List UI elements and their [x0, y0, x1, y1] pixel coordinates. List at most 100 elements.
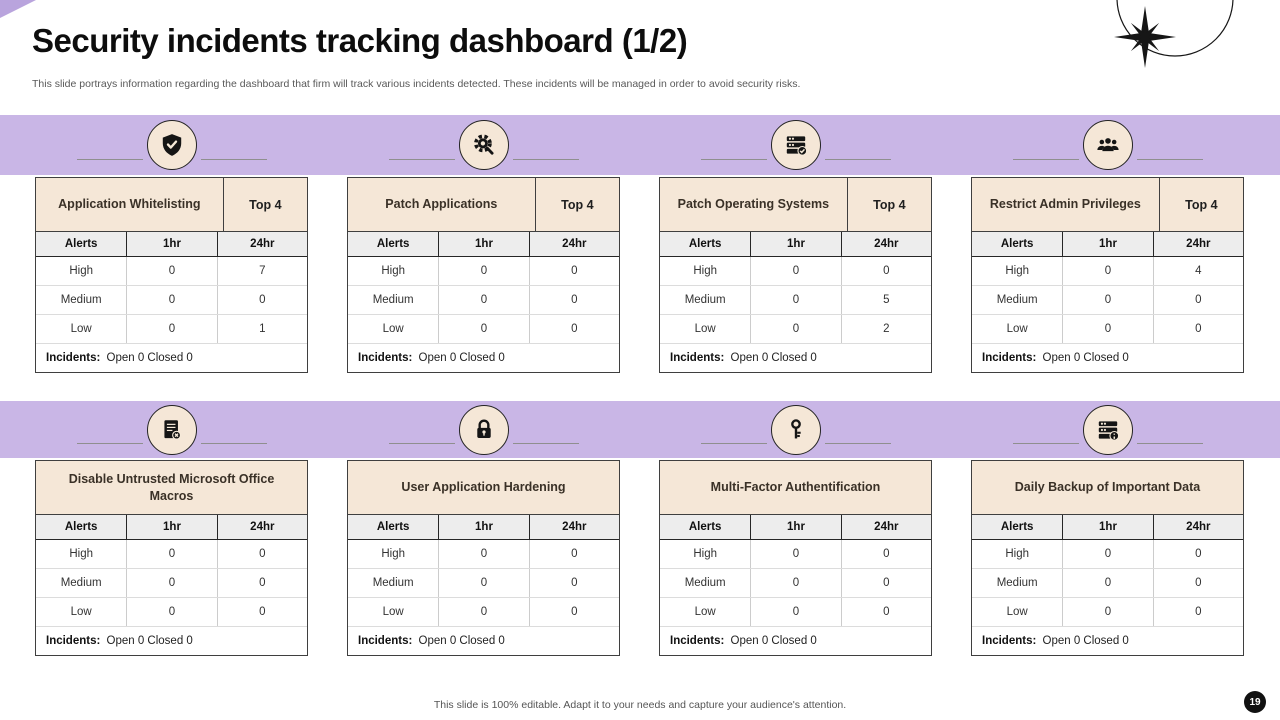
table-row: Medium 0 0 — [348, 569, 619, 598]
column-header-row: Alerts 1hr 24hr — [972, 232, 1243, 257]
table-cell: 0 — [216, 598, 307, 626]
table-row: Low 0 0 — [660, 598, 931, 627]
column-header: Alerts — [376, 238, 410, 250]
decorative-line — [200, 158, 267, 160]
footer-note: This slide is 100% editable. Adapt it to… — [433, 699, 847, 711]
incidents-value: Open 0 Closed 0 — [103, 635, 193, 647]
server-check-icon — [770, 120, 821, 170]
table-cell: 0 — [1062, 315, 1152, 343]
icon-cell — [659, 401, 932, 458]
table-cell: Medium — [996, 294, 1038, 306]
card-header: Multi-Factor Authentification — [660, 461, 931, 515]
table-cell: Low — [694, 323, 716, 335]
decorative-line — [200, 442, 267, 444]
column-header: Alerts — [1000, 521, 1034, 533]
sparkle-decoration — [1114, 0, 1234, 68]
table-row: Low 0 0 — [36, 598, 307, 627]
card-header: Disable Untrusted Microsoft Office Macro… — [36, 461, 307, 515]
cards-row-top: Application Whitelisting Top 4 Alerts 1hr… — [35, 177, 1244, 373]
column-header-row: Alerts 1hr 24hr — [36, 515, 307, 540]
table-cell: 0 — [1062, 598, 1152, 626]
decorative-line — [1136, 442, 1203, 444]
slide-subtitle: This slide portrays information regardin… — [32, 78, 801, 90]
table-body: High 0 7 Medium 0 0 Low 0 1 — [36, 257, 307, 344]
column-header-row: Alerts 1hr 24hr — [348, 232, 619, 257]
table-row: Low 0 0 — [972, 598, 1243, 627]
incidents-row: Incidents: Open 0 Closed 0 — [972, 344, 1243, 372]
decorative-line — [1012, 158, 1079, 160]
incidents-label: Incidents: — [982, 635, 1037, 647]
server-info-icon — [1082, 404, 1133, 455]
table-row: High 0 0 — [36, 540, 307, 569]
incident-table-card: Restrict Admin Privileges Top 4 Alerts 1h… — [971, 177, 1244, 373]
table-cell: 0 — [438, 286, 528, 314]
incidents-row: Incidents: Open 0 Closed 0 — [660, 627, 931, 655]
decorative-line — [76, 442, 143, 444]
card-title-cell: Application Whitelisting — [36, 178, 224, 231]
table-cell: 0 — [1152, 540, 1243, 568]
incident-table-card: Patch Operating Systems Top 4 Alerts 1hr 2… — [659, 177, 932, 373]
incidents-row: Incidents: Open 0 Closed 0 — [660, 344, 931, 372]
table-cell: 0 — [126, 598, 216, 626]
card-title-cell: Patch Operating Systems — [660, 178, 848, 231]
column-header: 1hr — [126, 232, 216, 256]
table-row: Low 0 1 — [36, 315, 307, 344]
table-row: Low 0 2 — [660, 315, 931, 344]
table-cell: High — [381, 265, 405, 277]
table-cell: High — [69, 548, 93, 560]
icon-row-bottom — [35, 401, 1244, 458]
table-row: High 0 0 — [348, 257, 619, 286]
decorative-line — [1136, 158, 1203, 160]
decorative-line — [76, 158, 143, 160]
table-body: High 0 4 Medium 0 0 Low 0 0 — [972, 257, 1243, 344]
table-cell: 0 — [126, 257, 216, 285]
table-cell: 0 — [750, 257, 840, 285]
table-body: High 0 0 Medium 0 5 Low 0 2 — [660, 257, 931, 344]
card-title: Patch Applications — [385, 197, 498, 212]
card-title-cell: Restrict Admin Privileges — [972, 178, 1160, 231]
table-cell: Low — [694, 606, 716, 618]
column-header: 1hr — [438, 515, 528, 539]
page-number-badge: 19 — [1244, 691, 1266, 713]
table-cell: 0 — [438, 315, 528, 343]
table-cell: 0 — [1062, 569, 1152, 597]
table-cell: 0 — [126, 540, 216, 568]
table-cell: Low — [382, 606, 404, 618]
column-header: 24hr — [840, 515, 931, 539]
card-title-cell: Patch Applications — [348, 178, 536, 231]
table-cell: 0 — [750, 315, 840, 343]
incidents-label: Incidents: — [982, 352, 1037, 364]
table-cell: Medium — [60, 577, 102, 589]
table-row: Low 0 0 — [348, 315, 619, 344]
table-cell: Medium — [60, 294, 102, 306]
column-header: 24hr — [1152, 515, 1243, 539]
table-cell: 0 — [840, 569, 931, 597]
column-header-row: Alerts 1hr 24hr — [348, 515, 619, 540]
table-cell: Medium — [996, 577, 1038, 589]
table-cell: High — [381, 548, 405, 560]
table-cell: High — [693, 548, 717, 560]
table-cell: 7 — [216, 257, 307, 285]
card-header: Daily Backup of Important Data — [972, 461, 1243, 515]
table-row: High 0 4 — [972, 257, 1243, 286]
table-cell: 0 — [1152, 569, 1243, 597]
table-cell: 0 — [1152, 315, 1243, 343]
card-header: Patch Applications Top 4 — [348, 178, 619, 232]
table-row: High 0 7 — [36, 257, 307, 286]
table-cell: 0 — [216, 540, 307, 568]
top4-label: Top 4 — [1185, 197, 1218, 212]
table-row: High 0 0 — [660, 257, 931, 286]
decorative-line — [388, 442, 455, 444]
column-header: 24hr — [216, 232, 307, 256]
card-title: Patch Operating Systems — [677, 197, 830, 212]
column-header: 1hr — [750, 232, 840, 256]
table-cell: 0 — [528, 540, 619, 568]
slide-title: Security incidents tracking dashboard (1… — [32, 22, 688, 59]
incident-table-card: Multi-Factor Authentification Alerts 1hr 2… — [659, 460, 932, 656]
table-row: High 0 0 — [660, 540, 931, 569]
table-cell: High — [693, 265, 717, 277]
card-title: Daily Backup of Important Data — [1014, 480, 1201, 495]
table-row: Medium 0 5 — [660, 286, 931, 315]
corner-decoration — [0, 0, 36, 18]
card-header: Application Whitelisting Top 4 — [36, 178, 307, 232]
